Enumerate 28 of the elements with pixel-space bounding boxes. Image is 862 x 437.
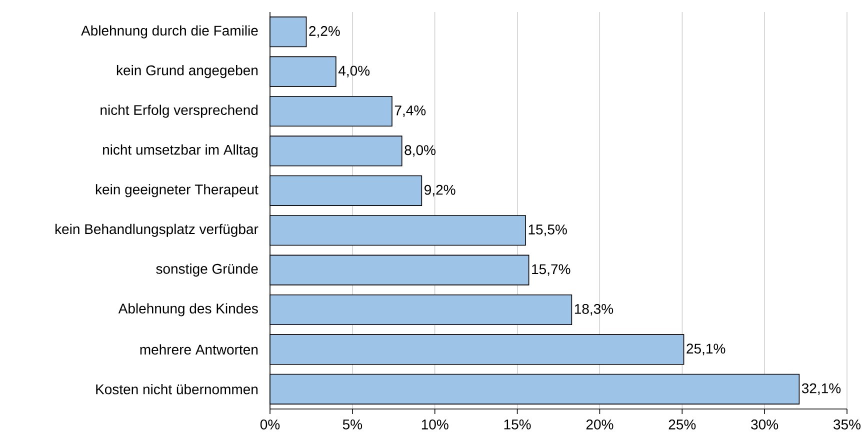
x-tick-label: 30%: [751, 420, 778, 430]
y-tick-label: kein Behandlungsplatz verfügbar: [55, 224, 258, 237]
data-label: 18,3%: [574, 304, 614, 316]
data-label: 8,0%: [404, 145, 436, 157]
y-tick-label: nicht Erfolg versprechend: [100, 104, 258, 118]
y-tick-label: Kosten nicht übernommen: [96, 384, 258, 394]
y-tick-label: Ablehnung durch die Familie: [81, 25, 258, 38]
x-tick-label: 10%: [422, 420, 448, 430]
x-tick-label: 0%: [260, 420, 280, 430]
x-tick-label: 20%: [586, 420, 614, 430]
data-label: 2,2%: [309, 26, 340, 38]
y-tick-label: kein Grund angegeben: [116, 65, 258, 78]
y-tick-label: kein geeigneter Therapeut: [96, 184, 258, 198]
data-label: 32,1%: [802, 383, 841, 395]
x-tick-label: 25%: [668, 420, 696, 430]
data-label: 4,0%: [338, 66, 370, 78]
data-label: 15,7%: [532, 264, 570, 276]
data-label: 15,5%: [528, 224, 567, 236]
x-tick-label: 15%: [504, 420, 531, 430]
data-label: 7,4%: [394, 105, 426, 117]
x-tick-label: 35%: [834, 420, 861, 430]
y-tick-label: Ablehnung des Kindes: [118, 303, 258, 316]
data-label: 9,2%: [424, 184, 456, 196]
data-label: 25,1%: [686, 344, 726, 356]
y-tick-label: sonstige Gründe: [156, 264, 258, 277]
y-tick-label: nicht umsetzbar im Alltag: [103, 144, 258, 158]
x-tick-label: 5%: [342, 420, 362, 430]
y-tick-label: mehrere Antworten: [140, 344, 258, 355]
